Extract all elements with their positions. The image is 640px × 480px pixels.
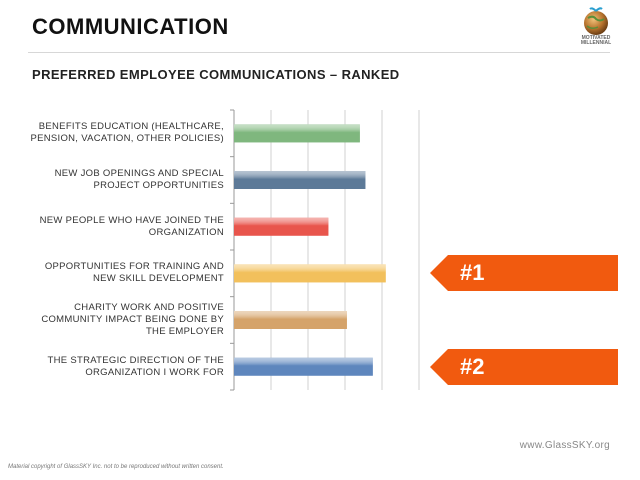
category-label: CHARITY WORK AND POSITIVE COMMUNITY IMPA… <box>41 302 224 337</box>
bar <box>234 264 386 283</box>
category-label: NEW PEOPLE WHO HAVE JOINED THE ORGANIZAT… <box>39 214 224 238</box>
rank-label: #1 <box>460 260 485 286</box>
copyright-notice: Material copyright of GlassSKY Inc. not … <box>8 464 224 470</box>
rank-badge: #1 <box>430 255 618 292</box>
title-divider <box>28 52 610 53</box>
logo-text: MOTIVATED MILLENNIAL <box>580 35 612 46</box>
bar <box>234 124 360 143</box>
page-title: COMMUNICATION <box>32 14 229 39</box>
rank-label: #2 <box>460 353 485 379</box>
chart-title: PREFERRED EMPLOYEE COMMUNICATIONS – RANK… <box>32 67 400 82</box>
category-label: NEW JOB OPENINGS AND SPECIAL PROJECT OPP… <box>54 168 224 191</box>
bar <box>234 171 366 189</box>
footer-url: www.GlassSKY.org <box>519 440 610 451</box>
category-label: BENEFITS EDUCATION (HEALTHCARE, PENSION,… <box>30 121 224 145</box>
rank-badge: #2 <box>430 348 618 385</box>
bar <box>234 357 373 376</box>
bar <box>234 217 329 236</box>
category-label: THE STRATEGIC DIRECTION OF THE ORGANIZAT… <box>47 354 224 378</box>
bar <box>234 311 347 329</box>
globe-logo-icon <box>584 7 608 35</box>
category-label: OPPORTUNITIES FOR TRAINING AND NEW SKILL… <box>44 261 224 285</box>
